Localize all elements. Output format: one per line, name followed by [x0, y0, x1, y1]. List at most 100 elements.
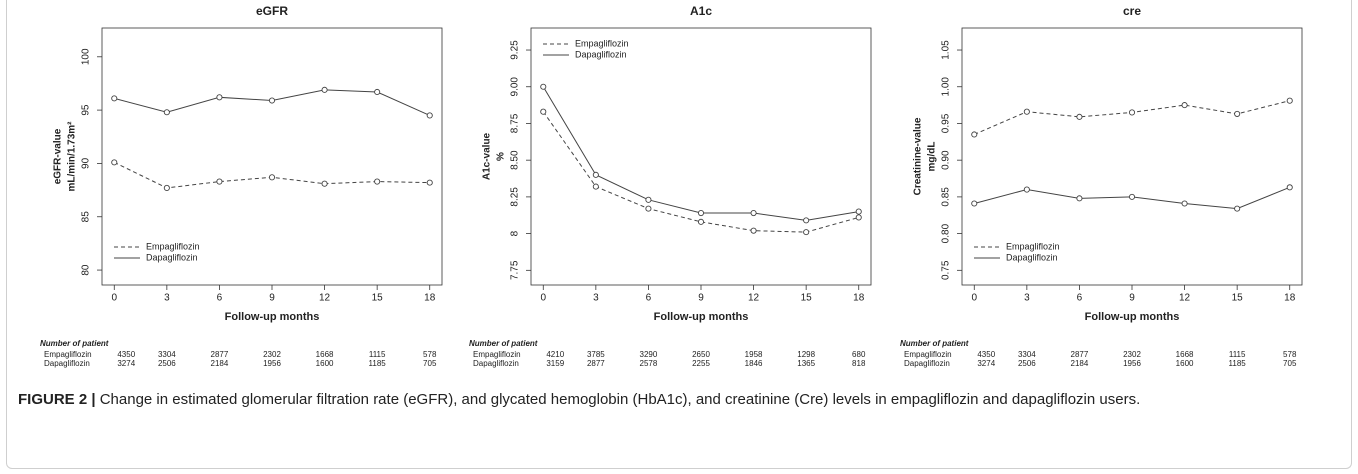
data-point — [216, 94, 223, 101]
series-line — [542, 86, 859, 221]
y-tick-label: 8.25 — [510, 187, 521, 207]
data-point — [426, 179, 433, 186]
y-axis-label: eGFR-value — [53, 128, 64, 184]
y-tick-label: 0.85 — [941, 187, 952, 207]
data-point — [645, 196, 652, 203]
x-tick-label: 12 — [748, 293, 760, 304]
patients-count: 4350 — [977, 350, 995, 359]
y-axis-label: mL/min/1.73m² — [67, 121, 78, 192]
x-tick-label: 15 — [372, 293, 384, 304]
chart-title: eGFR — [256, 4, 288, 18]
data-point — [1234, 205, 1241, 212]
patients-row-name: Empagliflozin — [44, 350, 92, 359]
x-tick-label: 12 — [319, 293, 331, 304]
data-point — [1181, 102, 1188, 109]
data-point — [1076, 195, 1083, 202]
x-tick-label: 18 — [853, 293, 865, 304]
patients-count: 3304 — [1018, 350, 1036, 359]
data-point — [321, 86, 328, 93]
chart-title: A1c — [690, 4, 712, 18]
y-tick-label: 90 — [81, 157, 92, 169]
data-point — [971, 131, 978, 138]
data-point — [697, 209, 705, 217]
y-tick-label: 1.05 — [941, 40, 952, 60]
patients-row-name: Empagliflozin — [473, 350, 521, 359]
legend-label: Empagliflozin — [146, 241, 200, 251]
data-point — [803, 229, 810, 236]
data-point — [855, 214, 862, 221]
patients-row-name: Empagliflozin — [904, 350, 952, 359]
data-point — [374, 178, 381, 185]
x-tick-label: 0 — [971, 293, 977, 304]
x-tick-label: 9 — [698, 293, 704, 304]
y-tick-label: 100 — [81, 48, 92, 65]
data-point — [697, 218, 705, 225]
legend-label: Empagliflozin — [1006, 241, 1060, 251]
y-tick-label: 0.80 — [941, 223, 952, 243]
patients-count: 2650 — [692, 350, 710, 359]
y-tick-label: 85 — [81, 211, 92, 223]
x-tick-label: 6 — [646, 293, 652, 304]
patients-count: 2506 — [1018, 359, 1036, 368]
data-point — [1128, 109, 1136, 116]
patients-count: 3290 — [640, 350, 658, 359]
y-tick-label: 80 — [81, 264, 92, 276]
patients-count: 1668 — [1176, 350, 1194, 359]
patients-count: 3159 — [546, 359, 564, 368]
patients-count: 2877 — [1071, 350, 1089, 359]
patients-count: 818 — [852, 359, 866, 368]
patients-count: 1668 — [316, 350, 334, 359]
data-point — [321, 180, 328, 187]
y-axis-label: % — [496, 152, 507, 161]
data-point — [426, 112, 433, 119]
x-tick-label: 18 — [424, 293, 436, 304]
patients-title: Number of patient — [900, 339, 969, 348]
x-tick-label: 6 — [1077, 293, 1083, 304]
patients-count: 4210 — [546, 350, 564, 359]
x-axis-label: Follow-up months — [1085, 311, 1180, 323]
x-tick-label: 3 — [1024, 293, 1030, 304]
legend-label: Empagliflozin — [575, 38, 629, 48]
patients-count: 1115 — [1229, 350, 1246, 359]
patients-count: 2877 — [211, 350, 229, 359]
data-point — [1234, 110, 1241, 117]
x-axis-label: Follow-up months — [654, 311, 749, 323]
y-tick-label: 8.50 — [510, 150, 521, 170]
y-axis-label: mg/dL — [927, 142, 938, 172]
patients-count: 2506 — [158, 359, 176, 368]
x-tick-label: 9 — [269, 293, 275, 304]
plot-frame — [530, 27, 872, 286]
data-point — [268, 174, 276, 181]
data-point — [111, 159, 118, 166]
legend-label: Dapagliflozin — [146, 252, 198, 262]
y-tick-label: 8 — [510, 230, 521, 236]
patients-count: 3274 — [117, 359, 135, 368]
patients-count: 3304 — [158, 350, 176, 359]
data-point — [971, 200, 978, 207]
patients-title: Number of patient — [40, 339, 109, 348]
y-tick-label: 0.75 — [941, 260, 952, 280]
x-tick-label: 9 — [1129, 293, 1135, 304]
patients-count: 2578 — [640, 359, 658, 368]
x-tick-label: 0 — [111, 293, 117, 304]
patients-count: 2184 — [211, 359, 229, 368]
data-point — [1076, 113, 1083, 120]
data-point — [374, 88, 381, 96]
patients-count: 1600 — [1176, 359, 1194, 368]
data-point — [1181, 200, 1188, 207]
series-line — [974, 100, 1290, 135]
x-tick-label: 3 — [164, 293, 170, 304]
patients-count: 1185 — [1229, 359, 1247, 368]
x-tick-label: 12 — [1179, 293, 1191, 304]
data-point — [540, 83, 547, 90]
chart-title: cre — [1123, 4, 1141, 18]
data-point — [163, 184, 170, 192]
patients-count: 4350 — [117, 350, 135, 359]
data-point — [111, 95, 118, 102]
patients-count: 1185 — [369, 359, 387, 368]
data-point — [1286, 97, 1293, 104]
data-point — [1286, 184, 1293, 191]
x-tick-label: 3 — [593, 293, 599, 304]
y-tick-label: 7.75 — [510, 260, 521, 280]
